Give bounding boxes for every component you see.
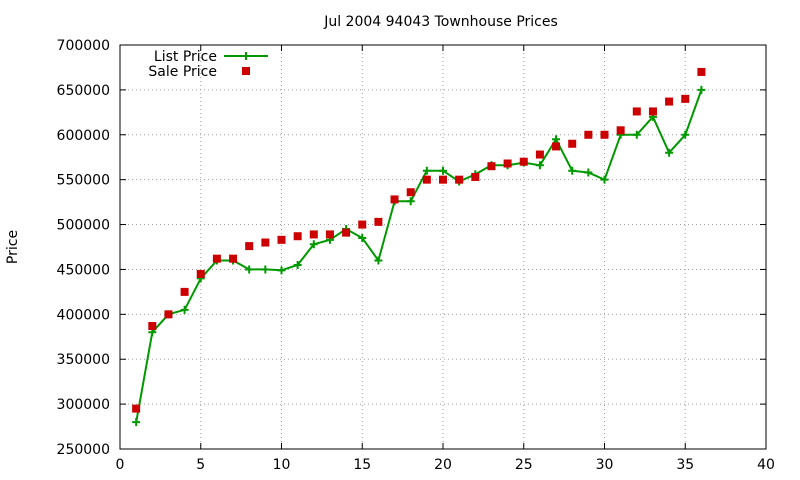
sale-price-point xyxy=(584,130,593,139)
sale-price-point xyxy=(568,139,577,148)
y-axis-tick-labels: 250000 300000 350000 400000 450000 500000 5500… xyxy=(57,38,110,458)
y-axis-label: Price xyxy=(5,230,21,264)
list-price-point xyxy=(277,266,286,275)
x-axis-tick-labels: 0 5 10 15 20 25 30 35 40 xyxy=(116,457,775,473)
y-tick-label: 700000 xyxy=(57,38,110,54)
list-price-point xyxy=(584,168,593,177)
y-tick-label: 550000 xyxy=(57,173,110,189)
sale-price-point xyxy=(342,228,351,237)
sale-price-point xyxy=(293,232,302,241)
x-tick-label: 5 xyxy=(196,457,205,473)
sale-price-point xyxy=(552,142,561,151)
list-price-line xyxy=(135,89,703,423)
sale-price-point xyxy=(439,175,447,184)
list-price-point xyxy=(535,161,544,170)
list-price-point xyxy=(600,175,609,184)
list-price-point xyxy=(568,166,577,175)
list-price-point xyxy=(697,85,706,94)
legend-label-list-price: List Price xyxy=(154,49,217,65)
sale-price-point xyxy=(245,242,254,251)
sale-price-point xyxy=(374,217,383,226)
y-tick-label: 650000 xyxy=(57,83,110,99)
sale-price-point xyxy=(358,220,367,229)
sale-price-point xyxy=(325,230,334,239)
list-price-point xyxy=(293,260,302,269)
sale-price-point xyxy=(600,130,609,139)
list-price-point xyxy=(665,148,674,157)
sale-price-point xyxy=(519,157,528,166)
grid-lines xyxy=(120,45,766,449)
y-tick-label: 450000 xyxy=(57,262,110,278)
sale-price-point xyxy=(180,287,189,296)
sale-price-point xyxy=(632,107,641,116)
list-price-point xyxy=(439,166,447,175)
list-price-point xyxy=(309,240,318,249)
y-tick-label: 400000 xyxy=(57,307,110,323)
sale-price-point xyxy=(406,188,415,197)
x-tick-label: 25 xyxy=(515,457,533,473)
legend-plus-list-price xyxy=(242,52,250,60)
list-price-point xyxy=(552,135,561,144)
list-price-point xyxy=(132,418,141,427)
y-tick-label: 350000 xyxy=(57,352,110,368)
list-price-point xyxy=(374,256,383,265)
sale-price-point xyxy=(229,254,238,263)
sale-price-point xyxy=(277,235,286,244)
legend-swatch-sale-price xyxy=(242,67,250,75)
sale-price-point xyxy=(681,94,690,103)
sale-price-point xyxy=(503,159,512,168)
list-price-point xyxy=(261,265,270,274)
x-tick-label: 15 xyxy=(353,457,371,473)
sale-price-point xyxy=(648,107,657,116)
sale-price-point xyxy=(309,230,318,239)
y-tick-label: 300000 xyxy=(57,397,110,413)
x-tick-label: 40 xyxy=(757,457,775,473)
legend-label-sale-price: Sale Price xyxy=(148,64,217,80)
y-tick-label: 250000 xyxy=(57,442,110,458)
sale-price-point xyxy=(471,172,480,181)
sale-price-point xyxy=(196,269,205,278)
list-price-point xyxy=(681,130,690,139)
list-price-point xyxy=(358,234,367,243)
series-layer xyxy=(132,67,706,427)
list-price-point xyxy=(422,166,431,175)
sale-price-point xyxy=(164,310,173,319)
list-price-point xyxy=(632,130,641,139)
sale-price-point xyxy=(535,150,544,159)
list-price-point xyxy=(406,197,415,206)
legend: List Price Sale Price xyxy=(148,49,268,80)
axis-ticks xyxy=(119,44,767,450)
sale-price-point xyxy=(697,67,706,76)
legend-square-sale-price xyxy=(242,67,250,75)
x-tick-label: 20 xyxy=(434,457,452,473)
x-tick-label: 30 xyxy=(596,457,614,473)
x-tick-label: 0 xyxy=(116,457,125,473)
x-tick-label: 10 xyxy=(273,457,291,473)
sale-price-point xyxy=(455,175,464,184)
y-tick-label: 500000 xyxy=(57,218,110,234)
sale-price-point xyxy=(212,254,221,263)
sale-price-point xyxy=(487,162,496,171)
sale-price-point xyxy=(390,195,399,204)
y-tick-label: 600000 xyxy=(57,128,110,144)
sale-price-point xyxy=(665,97,674,106)
sale-price-point xyxy=(261,238,270,247)
sale-price-point xyxy=(132,404,141,413)
legend-swatch-list-price xyxy=(224,52,268,60)
sale-price-point xyxy=(148,322,157,331)
sale-price-point xyxy=(616,126,625,135)
list-price-point xyxy=(245,265,254,274)
sale-price-point xyxy=(422,175,431,184)
x-tick-label: 35 xyxy=(676,457,694,473)
chart-title: Jul 2004 94043 Townhouse Prices xyxy=(323,14,558,30)
list-price-point xyxy=(180,305,189,314)
